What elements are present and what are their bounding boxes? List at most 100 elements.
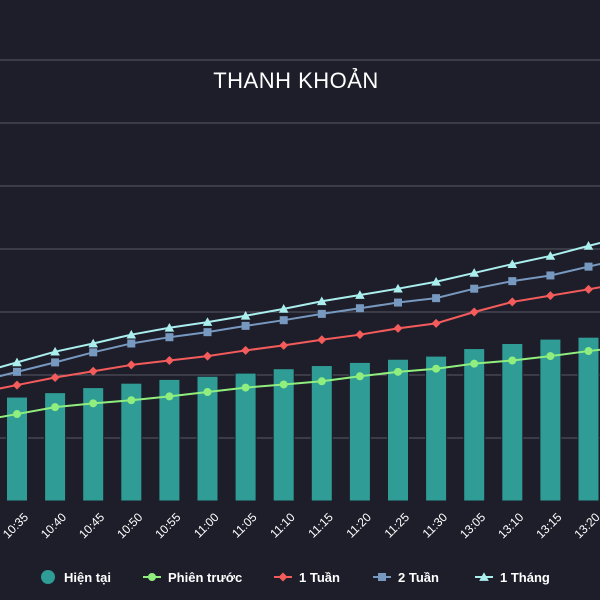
point-1-tháng[interactable] <box>164 322 175 332</box>
point-1-tuần[interactable] <box>507 297 517 307</box>
point-1-tuần[interactable] <box>317 335 327 345</box>
legend-item-phiên-trước[interactable]: Phiên trước <box>143 570 242 585</box>
bar-hien-tai[interactable] <box>539 338 562 502</box>
point-phiên-trước[interactable] <box>470 359 479 368</box>
point-phiên-trước[interactable] <box>241 383 250 392</box>
point-1-tuần[interactable] <box>88 366 98 376</box>
bar-hien-tai[interactable] <box>82 387 105 502</box>
point-2-tuần[interactable] <box>470 284 479 293</box>
bar-layer <box>6 336 600 502</box>
point-1-tuần[interactable] <box>584 284 593 294</box>
point-1-tháng[interactable] <box>240 310 251 320</box>
point-phiên-trước[interactable] <box>432 364 441 373</box>
point-1-tuần[interactable] <box>279 340 289 350</box>
point-2-tuần[interactable] <box>355 304 364 313</box>
legend-symbol[interactable] <box>278 572 288 582</box>
bar-hien-tai[interactable] <box>577 336 600 502</box>
point-2-tuần[interactable] <box>203 328 212 337</box>
point-2-tuần[interactable] <box>317 309 326 318</box>
point-2-tuần[interactable] <box>508 277 517 286</box>
legend-item-1-tuần[interactable]: 1 Tuần <box>274 570 340 585</box>
legend-symbol[interactable] <box>378 573 386 581</box>
point-1-tháng[interactable] <box>355 290 365 299</box>
point-1-tháng[interactable] <box>12 357 22 367</box>
bar-hien-tai[interactable] <box>196 375 219 502</box>
line-layer <box>0 241 600 419</box>
point-phiên-trước[interactable] <box>51 403 60 412</box>
legend-symbol[interactable] <box>148 573 156 581</box>
point-1-tuần[interactable] <box>393 323 403 333</box>
point-2-tuần[interactable] <box>241 321 250 330</box>
bar-hien-tai[interactable] <box>234 372 257 502</box>
point-1-tuần[interactable] <box>203 351 212 361</box>
legend-item-hiện-tại[interactable]: Hiện tại <box>41 570 111 585</box>
bar-hien-tai[interactable] <box>272 368 295 502</box>
bar-hien-tai[interactable] <box>120 382 143 502</box>
bar-hien-tai[interactable] <box>387 358 409 502</box>
point-1-tháng[interactable] <box>50 346 60 356</box>
x-tick-label: 11:30 <box>420 510 451 541</box>
point-1-tháng[interactable] <box>507 259 518 268</box>
point-1-tháng[interactable] <box>545 251 556 260</box>
legend[interactable]: Hiện tại Phiên trước 1 Tuần 2 Tuần 1 Tháng <box>41 570 550 585</box>
point-2-tuần[interactable] <box>13 367 21 376</box>
point-phiên-trước[interactable] <box>165 392 174 401</box>
point-2-tuần[interactable] <box>279 316 288 325</box>
point-1-tháng[interactable] <box>393 283 403 293</box>
point-phiên-trước[interactable] <box>355 372 364 381</box>
point-2-tuần[interactable] <box>432 294 441 303</box>
point-1-tuần[interactable] <box>355 330 365 340</box>
x-tick-label: 10:45 <box>76 510 107 541</box>
bar-hien-tai[interactable] <box>310 365 333 502</box>
point-1-tuần[interactable] <box>241 345 251 355</box>
point-2-tuần[interactable] <box>89 348 98 357</box>
point-phiên-trước[interactable] <box>394 367 402 376</box>
x-tick-label: 11:10 <box>267 510 298 541</box>
legend-symbol[interactable] <box>479 572 489 581</box>
point-2-tuần[interactable] <box>546 271 555 280</box>
point-1-tháng[interactable] <box>278 304 289 313</box>
point-phiên-trước[interactable] <box>584 347 593 356</box>
point-phiên-trước[interactable] <box>317 377 326 386</box>
series-phiên-trước <box>0 347 600 419</box>
point-1-tháng[interactable] <box>469 268 479 277</box>
point-phiên-trước[interactable] <box>89 399 98 408</box>
legend-item-2-tuần[interactable]: 2 Tuần <box>373 570 439 585</box>
point-2-tuần[interactable] <box>165 333 174 342</box>
legend-item-1-tháng[interactable]: 1 Tháng <box>475 570 550 585</box>
point-1-tuần[interactable] <box>469 307 479 317</box>
bar-hien-tai[interactable] <box>44 392 67 502</box>
point-phiên-trước[interactable] <box>127 396 136 405</box>
point-1-tuần[interactable] <box>126 360 136 370</box>
point-2-tuần[interactable] <box>394 298 402 307</box>
point-1-tháng[interactable] <box>202 317 213 326</box>
point-phiên-trước[interactable] <box>546 352 555 361</box>
point-1-tháng[interactable] <box>317 296 327 306</box>
point-phiên-trước[interactable] <box>13 410 21 419</box>
bar-hien-tai[interactable] <box>463 348 486 502</box>
point-2-tuần[interactable] <box>51 358 60 367</box>
point-1-tuần[interactable] <box>164 356 174 366</box>
point-1-tháng[interactable] <box>583 241 594 250</box>
legend-label: Hiện tại <box>64 570 111 585</box>
point-1-tuần[interactable] <box>50 373 60 383</box>
bar-hien-tai[interactable] <box>158 378 181 502</box>
x-tick-label: 10:50 <box>114 510 145 541</box>
point-2-tuần[interactable] <box>127 339 136 348</box>
point-1-tuần[interactable] <box>431 318 441 328</box>
legend-label: Phiên trước <box>168 570 242 585</box>
bar-hien-tai[interactable] <box>501 343 524 502</box>
point-2-tuần[interactable] <box>584 262 593 271</box>
point-phiên-trước[interactable] <box>279 380 288 389</box>
point-1-tháng[interactable] <box>126 329 137 339</box>
point-1-tuần[interactable] <box>545 291 555 301</box>
point-1-tháng[interactable] <box>88 338 98 348</box>
bar-hien-tai[interactable] <box>348 361 371 502</box>
point-phiên-trước[interactable] <box>508 356 517 365</box>
point-1-tháng[interactable] <box>431 276 441 286</box>
point-1-tuần[interactable] <box>12 380 22 390</box>
bar-hien-tai[interactable] <box>425 355 448 502</box>
bar-hien-tai[interactable] <box>6 396 28 502</box>
point-phiên-trước[interactable] <box>203 388 212 397</box>
